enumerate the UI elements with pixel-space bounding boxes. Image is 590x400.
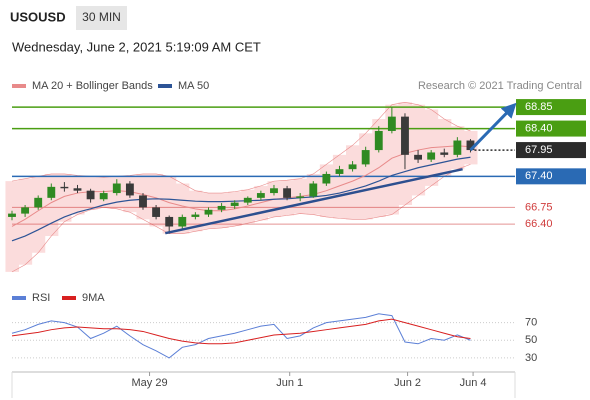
candle-body: [125, 183, 134, 196]
candle-body: [453, 140, 462, 155]
legend-swatch: [158, 84, 172, 88]
symbol: USOUSD: [10, 9, 66, 24]
level-label: 67.95: [525, 144, 553, 156]
legend-label: 9MA: [82, 292, 105, 304]
candle-body: [374, 130, 383, 151]
y-tick-label: 70: [525, 317, 537, 329]
level-label: 68.85: [525, 101, 553, 113]
legend-label: RSI: [32, 292, 50, 304]
bollinger-band: [332, 154, 347, 219]
x-tick-label: Jun 4: [460, 377, 487, 389]
level-label: 66.75: [525, 201, 553, 213]
candle-body: [47, 186, 56, 198]
candle-body: [348, 164, 357, 170]
trend-line: [469, 102, 517, 152]
candle-body: [165, 216, 174, 227]
candle-body: [230, 202, 239, 206]
timestamp: Wednesday, June 2, 2021 5:19:09 AM CET: [12, 39, 261, 54]
candle-body: [112, 183, 121, 194]
candle-body: [73, 188, 82, 191]
candle-body: [335, 169, 344, 174]
candle-body: [8, 213, 16, 217]
candle-body: [139, 195, 147, 208]
candle-body: [152, 207, 161, 217]
level-box: [516, 99, 586, 116]
legend-label: MA 20 + Bollinger Bands: [32, 80, 153, 92]
candle-body: [34, 197, 43, 208]
candle-body: [60, 186, 69, 189]
indicator-line: [11, 318, 471, 345]
candle-body: [401, 116, 409, 155]
level-label: 67.40: [525, 170, 553, 182]
level-box: [516, 142, 586, 159]
bollinger-band: [385, 104, 399, 215]
bollinger-band: [70, 175, 85, 215]
candle-body: [204, 209, 213, 215]
bollinger-band: [57, 173, 72, 222]
bollinger-band: [346, 145, 360, 220]
bollinger-band: [437, 119, 452, 177]
legend-swatch: [12, 84, 26, 88]
candle-body: [21, 207, 30, 214]
interval[interactable]: 30 MIN: [82, 10, 121, 24]
bollinger-band: [31, 176, 46, 253]
legend-swatch: [62, 296, 76, 300]
candle-body: [178, 216, 187, 227]
x-tick-label: Jun 2: [394, 377, 421, 389]
legend-swatch: [12, 296, 26, 300]
candle-body: [243, 197, 252, 203]
legend-label: MA 50: [178, 80, 209, 92]
interval-button[interactable]: [76, 6, 127, 30]
x-tick-label: May 29: [132, 377, 168, 389]
level-label: 68.40: [525, 122, 553, 134]
candle-body: [466, 140, 475, 151]
ma-line: [11, 156, 471, 242]
level-label: 66.40: [525, 218, 553, 230]
candle-body: [440, 152, 449, 155]
candle-body: [86, 190, 95, 200]
bollinger-band: [18, 178, 33, 265]
candle-body: [283, 188, 292, 198]
candle-body: [99, 193, 108, 200]
candle-body: [270, 188, 278, 194]
y-tick-label: 30: [525, 352, 537, 364]
credit: Research © 2021 Trading Central: [418, 80, 582, 92]
candle-body: [256, 193, 265, 198]
candle-body: [387, 116, 396, 131]
level-box: [516, 120, 586, 137]
candle-body: [217, 205, 226, 210]
candle-body: [322, 173, 331, 184]
level-box: [516, 168, 586, 185]
candle-body: [296, 196, 305, 198]
y-tick-label: 50: [525, 334, 537, 346]
candle-body: [427, 152, 436, 160]
candle-body: [309, 183, 318, 197]
trend-line: [164, 167, 463, 235]
candle-body: [414, 154, 422, 160]
candle-body: [361, 150, 370, 165]
x-tick-label: Jun 1: [276, 377, 303, 389]
candle-body: [191, 214, 200, 217]
